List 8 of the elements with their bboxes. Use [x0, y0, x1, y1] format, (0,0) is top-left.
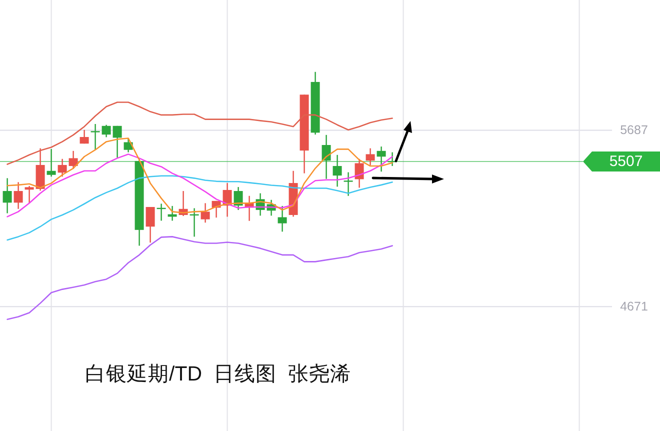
- text: 白银延期/TD 日线图 张尧浠: [85, 362, 351, 386]
- ref-line-label: 5507: [609, 152, 643, 170]
- y-tick-label: 4671: [620, 300, 648, 314]
- line-series: [6, 175, 393, 241]
- y-tick-label: 5687: [620, 123, 648, 138]
- line-series: [6, 102, 393, 165]
- line-series: [6, 154, 393, 218]
- line-series: [6, 236, 393, 320]
